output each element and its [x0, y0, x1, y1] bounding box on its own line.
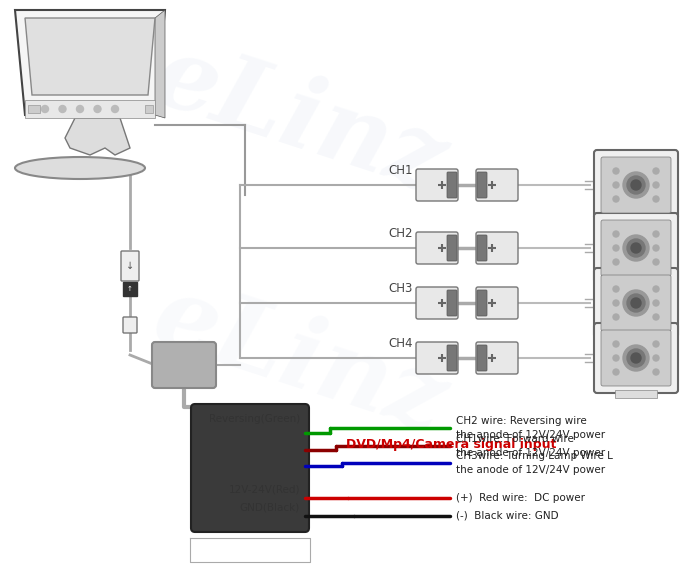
- Circle shape: [41, 105, 48, 113]
- Text: CH1: CH1: [389, 164, 413, 177]
- Circle shape: [613, 300, 619, 306]
- Circle shape: [613, 168, 619, 174]
- Bar: [615, 280, 657, 288]
- Bar: [28, 105, 40, 113]
- FancyBboxPatch shape: [601, 157, 671, 213]
- FancyBboxPatch shape: [594, 323, 678, 393]
- FancyBboxPatch shape: [594, 150, 678, 220]
- FancyBboxPatch shape: [152, 342, 216, 388]
- Circle shape: [76, 105, 83, 113]
- FancyBboxPatch shape: [121, 251, 139, 281]
- FancyBboxPatch shape: [447, 345, 457, 371]
- Circle shape: [613, 245, 619, 251]
- Text: CH3: CH3: [389, 282, 413, 295]
- Circle shape: [653, 168, 659, 174]
- Circle shape: [623, 235, 649, 261]
- Circle shape: [631, 298, 641, 308]
- Polygon shape: [25, 18, 155, 95]
- Circle shape: [613, 231, 619, 237]
- Text: CH3wire: Turning Lamp Wire L
the anode of 12V/24V power: CH3wire: Turning Lamp Wire L the anode o…: [456, 451, 613, 475]
- Circle shape: [653, 245, 659, 251]
- Circle shape: [627, 294, 645, 312]
- Circle shape: [613, 286, 619, 292]
- Circle shape: [613, 341, 619, 347]
- Circle shape: [653, 355, 659, 361]
- Bar: [25, 100, 155, 118]
- Circle shape: [631, 243, 641, 253]
- Polygon shape: [65, 118, 130, 155]
- Circle shape: [631, 180, 641, 190]
- Circle shape: [623, 172, 649, 198]
- FancyBboxPatch shape: [191, 404, 309, 532]
- Circle shape: [653, 314, 659, 320]
- FancyBboxPatch shape: [476, 342, 518, 374]
- Text: 12V-24V(Red): 12V-24V(Red): [228, 484, 300, 494]
- FancyBboxPatch shape: [416, 287, 458, 319]
- Circle shape: [613, 182, 619, 188]
- Ellipse shape: [15, 157, 145, 179]
- FancyBboxPatch shape: [416, 342, 458, 374]
- Bar: [145, 105, 153, 113]
- Text: Reversing(Green): Reversing(Green): [209, 414, 300, 424]
- Text: CH2 wire: Reversing wire
the anode of 12V/24V power: CH2 wire: Reversing wire the anode of 12…: [456, 416, 605, 440]
- Polygon shape: [155, 10, 165, 118]
- Bar: [123, 282, 137, 296]
- Circle shape: [653, 286, 659, 292]
- FancyBboxPatch shape: [476, 287, 518, 319]
- FancyBboxPatch shape: [476, 169, 518, 201]
- FancyBboxPatch shape: [476, 232, 518, 264]
- Circle shape: [627, 239, 645, 257]
- Text: ↓: ↓: [126, 261, 134, 271]
- FancyBboxPatch shape: [447, 172, 457, 198]
- Circle shape: [613, 259, 619, 265]
- Circle shape: [613, 196, 619, 202]
- Circle shape: [653, 369, 659, 375]
- Text: eLinz: eLinz: [141, 268, 458, 452]
- Text: (-)  Black wire: GND: (-) Black wire: GND: [456, 511, 559, 521]
- Circle shape: [627, 176, 645, 194]
- Circle shape: [653, 182, 659, 188]
- Circle shape: [613, 314, 619, 320]
- Bar: [615, 335, 657, 343]
- FancyBboxPatch shape: [447, 290, 457, 316]
- FancyBboxPatch shape: [477, 290, 487, 316]
- Circle shape: [653, 341, 659, 347]
- FancyBboxPatch shape: [477, 235, 487, 261]
- Text: (+)  Red wire:  DC power: (+) Red wire: DC power: [456, 493, 585, 503]
- FancyBboxPatch shape: [477, 345, 487, 371]
- FancyBboxPatch shape: [601, 330, 671, 386]
- Circle shape: [94, 105, 101, 113]
- FancyBboxPatch shape: [601, 275, 671, 331]
- FancyBboxPatch shape: [594, 213, 678, 283]
- Text: eLinz: eLinz: [141, 27, 458, 212]
- Circle shape: [653, 300, 659, 306]
- FancyBboxPatch shape: [594, 268, 678, 338]
- Circle shape: [59, 105, 66, 113]
- FancyBboxPatch shape: [416, 169, 458, 201]
- Circle shape: [613, 355, 619, 361]
- FancyBboxPatch shape: [477, 172, 487, 198]
- FancyBboxPatch shape: [447, 235, 457, 261]
- Circle shape: [653, 259, 659, 265]
- Circle shape: [631, 353, 641, 363]
- Text: CH2: CH2: [389, 227, 413, 240]
- Circle shape: [623, 290, 649, 316]
- Text: ↑: ↑: [127, 286, 133, 292]
- Text: CH1wire: Forward wire
the anode of 12V/24V power: CH1wire: Forward wire the anode of 12V/2…: [456, 434, 605, 458]
- Bar: [615, 217, 657, 225]
- Circle shape: [653, 196, 659, 202]
- Polygon shape: [15, 10, 165, 115]
- Circle shape: [653, 231, 659, 237]
- Text: GND(Black): GND(Black): [239, 502, 300, 512]
- FancyBboxPatch shape: [416, 232, 458, 264]
- FancyBboxPatch shape: [123, 317, 137, 333]
- Bar: [615, 390, 657, 398]
- FancyBboxPatch shape: [601, 220, 671, 276]
- Text: CH4: CH4: [389, 337, 413, 350]
- Circle shape: [627, 349, 645, 367]
- Circle shape: [613, 369, 619, 375]
- Circle shape: [111, 105, 118, 113]
- Circle shape: [623, 345, 649, 371]
- Text: DVD/Mp4/Camera signal input: DVD/Mp4/Camera signal input: [346, 438, 557, 451]
